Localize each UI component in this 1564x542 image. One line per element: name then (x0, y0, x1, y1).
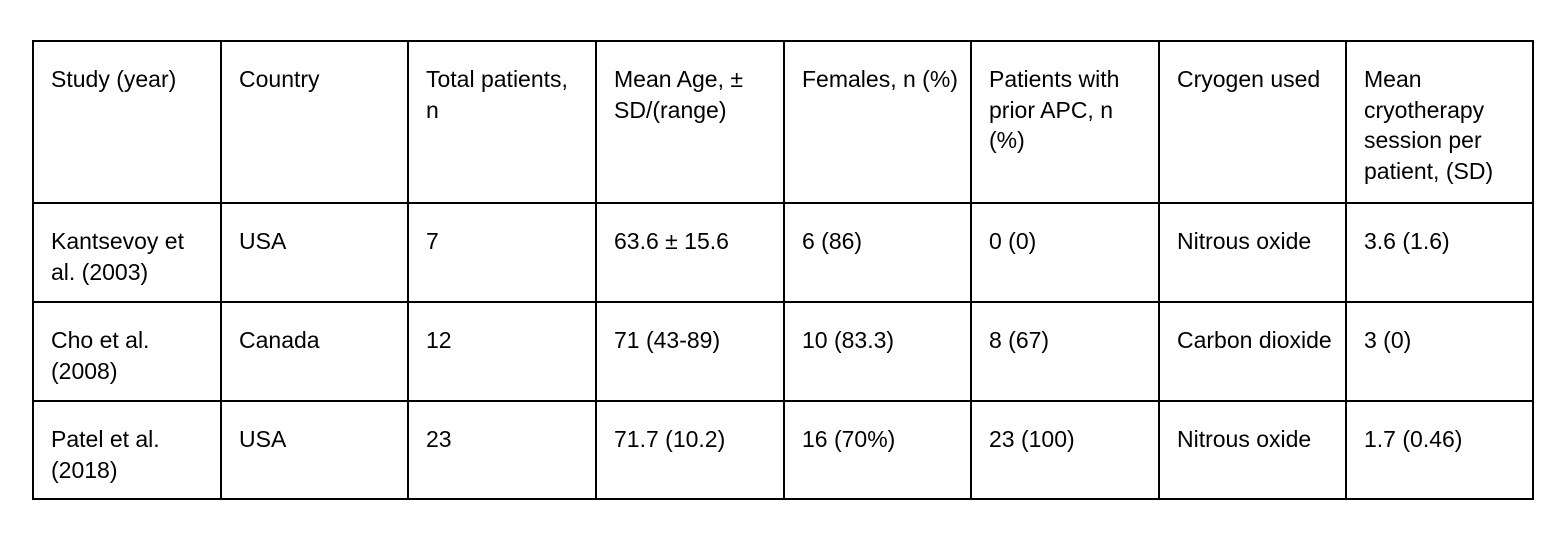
cell-total-patients: 7 (407, 202, 597, 303)
header-mean-age: Mean Age, ± SD/(range) (595, 40, 785, 204)
cell-study: Kantsevoy et al. (2003) (32, 202, 222, 303)
header-females: Females, n (%) (783, 40, 972, 204)
header-mean-sessions: Mean cryotherapy session per patient, (S… (1345, 40, 1534, 204)
header-cryogen: Cryogen used (1158, 40, 1347, 204)
cell-total-patients: 23 (407, 400, 597, 500)
study-characteristics-table: Study (year) Country Total patients, n M… (32, 40, 1534, 500)
cell-females: 6 (86) (783, 202, 972, 303)
cell-prior-apc: 23 (100) (970, 400, 1160, 500)
header-prior-apc: Patients with prior APC, n (%) (970, 40, 1160, 204)
cell-country: USA (220, 202, 409, 303)
cell-mean-age: 71 (43-89) (595, 301, 785, 402)
header-study: Study (year) (32, 40, 222, 204)
cell-mean-sessions: 1.7 (0.46) (1345, 400, 1534, 500)
table-row: Patel et al. (2018) USA 23 71.7 (10.2) 1… (32, 400, 1534, 500)
header-country: Country (220, 40, 409, 204)
cell-study: Patel et al. (2018) (32, 400, 222, 500)
cell-country: Canada (220, 301, 409, 402)
table-row: Cho et al. (2008) Canada 12 71 (43-89) 1… (32, 301, 1534, 402)
cell-cryogen: Carbon dioxide (1158, 301, 1347, 402)
header-row: Study (year) Country Total patients, n M… (32, 40, 1534, 204)
cell-mean-age: 63.6 ± 15.6 (595, 202, 785, 303)
cell-country: USA (220, 400, 409, 500)
cell-study: Cho et al. (2008) (32, 301, 222, 402)
cell-females: 16 (70%) (783, 400, 972, 500)
cell-prior-apc: 0 (0) (970, 202, 1160, 303)
header-total-patients: Total patients, n (407, 40, 597, 204)
cell-mean-age: 71.7 (10.2) (595, 400, 785, 500)
cell-total-patients: 12 (407, 301, 597, 402)
cell-mean-sessions: 3 (0) (1345, 301, 1534, 402)
cell-cryogen: Nitrous oxide (1158, 400, 1347, 500)
cell-prior-apc: 8 (67) (970, 301, 1160, 402)
cell-cryogen: Nitrous oxide (1158, 202, 1347, 303)
cell-mean-sessions: 3.6 (1.6) (1345, 202, 1534, 303)
table-row: Kantsevoy et al. (2003) USA 7 63.6 ± 15.… (32, 202, 1534, 303)
cell-females: 10 (83.3) (783, 301, 972, 402)
